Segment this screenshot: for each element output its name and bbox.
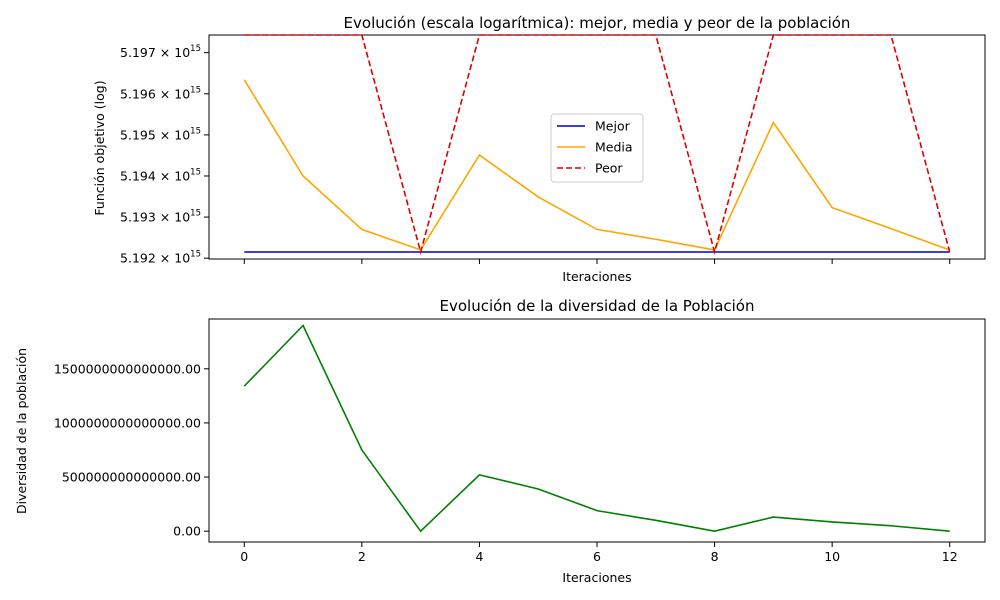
chart-bottom-x-label: Iteraciones [562,570,631,585]
chart-top-y-tick-label: 5.197 × 1015 [120,44,201,60]
chart-top-y-ticks: 5.192 × 1015 5.193 × 1015 5.194 × 1015 5.19… [120,44,209,266]
chart-bottom-y-tick-label: 0.00 [173,524,201,539]
chart-top-series-line-media [243,79,951,251]
chart-bottom-x-ticks: 0 2 4 6 8 10 12 [240,542,958,564]
chart-bottom-y-tick-label: 1500000000000000.00 [54,361,201,376]
chart-top-y-tick-label: 5.194 × 1015 [120,167,201,183]
chart-bottom-x-tick-label: 4 [475,549,483,564]
chart-bottom-series-line-1 [243,324,950,533]
chart-bottom-x-tick-label: 8 [711,549,719,564]
chart-top: Evolución (escala logarítmica): mejor, m… [92,14,986,284]
chart-top-title: Evolución (escala logarítmica): mejor, m… [344,14,851,32]
legend-frame [550,113,644,183]
legend-label-media: Media [595,140,633,155]
chart-bottom-y-ticks: 0.00 500000000000000.00 1000000000000000.0… [54,361,209,539]
chart-bottom-y-tick-label: 1000000000000000.00 [54,415,201,430]
legend-label-peor: Peor [595,161,623,176]
chart-top-x-label: Iteraciones [562,269,631,284]
legend-label-mejor: Mejor [595,119,631,134]
chart-bottom-y-label: Diversidad de la población [14,348,29,514]
chart-top-y-tick-label: 5.196 × 1015 [120,85,201,101]
chart-top-y-tick-label: 5.193 × 1015 [120,209,201,225]
chart-top-series-line-peor [244,34,951,256]
chart-bottom-title: Evolución de la diversidad de la Poblaci… [440,297,755,315]
chart-bottom-x-tick-label: 0 [240,549,248,564]
chart-bottom: Evolución de la diversidad de la Poblaci… [14,297,986,585]
chart-bottom-x-tick-label: 6 [593,549,601,564]
chart-bottom-x-tick-label: 10 [824,549,840,564]
chart-bottom-y-tick-label: 500000000000000.00 [62,470,201,485]
chart-top-y-tick-label: 5.195 × 1015 [120,126,201,142]
chart-bottom-plot-area [208,318,986,543]
chart-top-y-label: Función objetivo (log) [92,80,107,215]
chart-top-legend: Mejor Media Peor [550,113,644,183]
chart-bottom-x-tick-label: 12 [942,549,958,564]
chart-top-x-ticks [243,259,951,264]
chart-top-y-tick-label: 5.192 × 1015 [120,250,201,266]
chart-top-series [243,34,951,256]
chart-bottom-series [243,324,950,533]
chart-bottom-x-tick-label: 2 [358,549,366,564]
